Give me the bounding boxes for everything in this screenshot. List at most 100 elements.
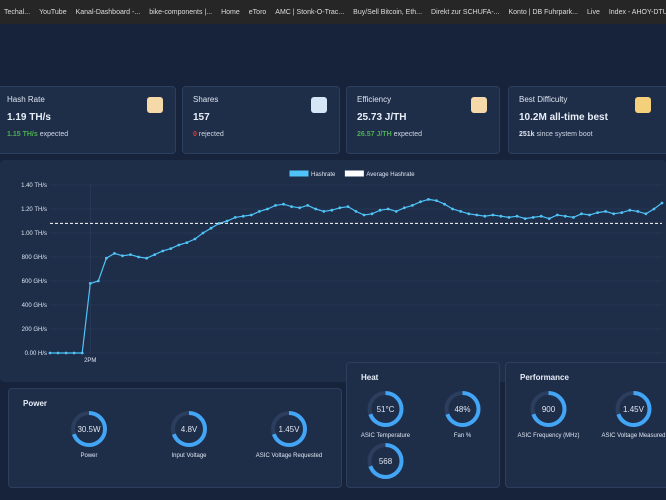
- point: [80, 351, 84, 355]
- point: [410, 204, 414, 207]
- point: [209, 226, 213, 230]
- y-tick-label: 600 GH/s: [22, 279, 47, 285]
- point: [644, 212, 648, 216]
- y-tick-label: 1.00 TH/s: [21, 231, 47, 237]
- power-panel: Power 30.5W Power 4.8V Input Voltage 1.45V ASI…: [8, 388, 342, 488]
- icon: [471, 97, 487, 113]
- point: [531, 216, 535, 219]
- point: [572, 216, 575, 219]
- legend-swatch: [289, 170, 309, 177]
- point: [555, 213, 559, 217]
- point: [628, 208, 632, 212]
- bookmark[interactable]: Techal...: [4, 8, 31, 16]
- card-sub-text: since system boot: [536, 131, 593, 138]
- gauge-value: 568: [379, 457, 393, 466]
- point: [290, 205, 293, 208]
- point: [346, 205, 350, 208]
- icon: [147, 97, 163, 113]
- bookmarks-bar: Techal... YouTube Kanal-Dashboard -... bike…: [0, 0, 666, 24]
- bookmark[interactable]: eToro: [248, 8, 267, 16]
- gauge-label: ASIC Voltage Requested: [256, 453, 322, 459]
- point: [193, 237, 197, 241]
- point: [306, 204, 310, 207]
- point: [394, 210, 398, 213]
- card: Shares 157 0 rejected: [182, 86, 340, 154]
- gauge-label: ASIC Voltage Measured: [601, 433, 665, 439]
- point: [257, 210, 261, 213]
- point: [547, 217, 551, 220]
- card-title: Shares: [193, 95, 219, 104]
- point: [467, 212, 471, 216]
- gauge-arc: [444, 391, 481, 427]
- legend-label: Average Hashrate: [366, 172, 415, 178]
- y-tick-label: 0.00 H/s: [25, 351, 47, 357]
- bookmark[interactable]: Home: [221, 8, 240, 16]
- bookmark[interactable]: Kanal-Dashboard -...: [75, 8, 141, 16]
- gauge-value: 1.45V: [279, 425, 301, 434]
- point: [459, 210, 463, 213]
- point: [523, 217, 527, 220]
- y-tick-label: 800 GH/s: [22, 255, 47, 261]
- point: [153, 253, 157, 256]
- card-sub-value: 0: [193, 131, 197, 138]
- point: [161, 249, 165, 253]
- bookmark[interactable]: Konto | DB Fuhrpark...: [508, 8, 578, 16]
- gauge-arc: [367, 391, 404, 427]
- point: [427, 198, 430, 201]
- point: [419, 200, 422, 204]
- card: Efficiency 25.73 J/TH 26.57 J/TH expected: [346, 86, 500, 154]
- gauge-value: 51°C: [377, 405, 395, 414]
- gauge-arc: [171, 411, 207, 447]
- gauge-value: 4.8V: [181, 425, 198, 434]
- bookmark[interactable]: YouTube: [39, 8, 67, 16]
- point: [201, 231, 205, 235]
- point: [129, 253, 132, 256]
- bookmark[interactable]: AMC | Stonk-O-Trac...: [275, 8, 345, 16]
- card-title: Hash Rate: [7, 95, 45, 104]
- card-sub-value: 251k: [519, 131, 535, 138]
- panel-title: Power: [23, 399, 48, 408]
- card-value: 157: [193, 112, 210, 123]
- performance-panel: Performance 900 ASIC Frequency (MHz) 1.45V A…: [505, 362, 666, 488]
- card-sub-text: rejected: [198, 131, 224, 138]
- panel-title: Heat: [361, 373, 379, 382]
- point: [88, 282, 92, 285]
- bookmark[interactable]: Direkt zur SCHUFA-...: [431, 8, 500, 16]
- point: [636, 210, 640, 213]
- gauge-label: ASIC Temperature: [361, 433, 411, 439]
- legend-label: Hashrate: [311, 172, 336, 178]
- card-value: 25.73 J/TH: [357, 112, 407, 123]
- point: [241, 214, 245, 218]
- point: [652, 207, 656, 211]
- chart-panel: 0.00 H/s 200 GH/s 400 GH/s 600 GH/s 800 GH/s…: [0, 160, 666, 382]
- point: [185, 241, 189, 244]
- gauge-label: ASIC Frequency (MHz): [517, 433, 579, 439]
- point: [48, 351, 52, 355]
- point: [298, 206, 302, 210]
- gauge-arc: [71, 411, 107, 447]
- point: [104, 256, 108, 260]
- point: [282, 202, 285, 206]
- point: [451, 207, 455, 211]
- point: [121, 254, 124, 258]
- point: [515, 214, 519, 218]
- card-sub-text: expected: [393, 131, 423, 138]
- point: [249, 213, 253, 217]
- y-tick-label: 1.20 TH/s: [21, 207, 47, 213]
- point: [322, 210, 326, 213]
- bookmark[interactable]: Live: [587, 8, 600, 16]
- gauge-label: Power: [80, 453, 97, 459]
- gauge-label: Fan %: [454, 433, 472, 439]
- point: [64, 351, 68, 355]
- point: [370, 212, 374, 216]
- gauge-arc: [271, 411, 307, 447]
- bookmark[interactable]: bike-components |...: [149, 8, 213, 16]
- bookmark[interactable]: Index - AHOY-DTU: [608, 8, 666, 16]
- point: [507, 216, 511, 219]
- chart: 0.00 H/s 200 GH/s 400 GH/s 600 GH/s 800 GH/s…: [21, 170, 664, 364]
- card-sub-value: 1.15 TH/s: [7, 131, 38, 138]
- gauge-arc: [367, 443, 404, 479]
- bookmark[interactable]: Buy/Sell Bitcoin, Eth...: [353, 8, 423, 16]
- card-title: Efficiency: [357, 95, 392, 104]
